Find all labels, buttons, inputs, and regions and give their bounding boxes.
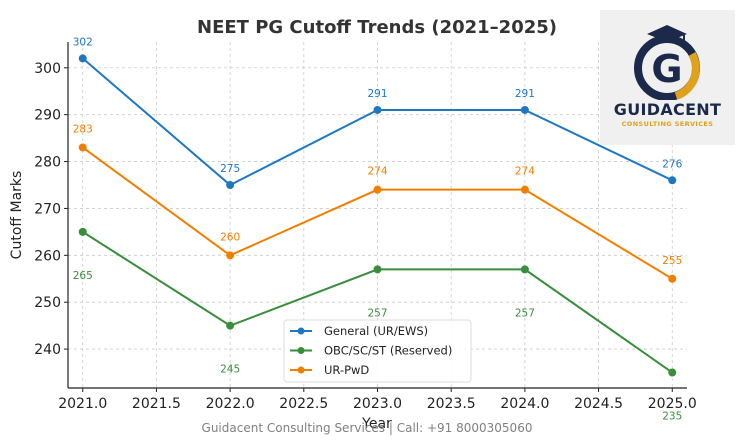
data-label: 257 bbox=[515, 307, 535, 319]
legend-box bbox=[283, 319, 472, 383]
legend-label: General (UR/EWS) bbox=[324, 324, 428, 338]
data-point bbox=[78, 143, 87, 152]
data-point bbox=[520, 265, 529, 274]
y-tick-label: 250 bbox=[34, 295, 61, 311]
data-label: 291 bbox=[367, 88, 387, 100]
y-axis-label: Cutoff Marks bbox=[9, 171, 25, 260]
x-tick-label: 2021.0 bbox=[58, 396, 107, 412]
data-point bbox=[520, 105, 529, 114]
legend-swatch-marker bbox=[297, 347, 305, 354]
logo-name: GUIDACENT bbox=[613, 100, 722, 119]
x-tick-label: 2023.5 bbox=[427, 396, 476, 412]
data-point bbox=[78, 227, 87, 236]
y-tick-label: 300 bbox=[34, 61, 61, 77]
y-tick-label: 270 bbox=[34, 201, 61, 217]
data-label: 235 bbox=[662, 411, 682, 423]
data-label: 302 bbox=[73, 36, 93, 48]
logo-tagline: CONSULTING SERVICES bbox=[621, 120, 714, 128]
data-point bbox=[373, 105, 382, 114]
footer-text: Guidacent Consulting Services | Call: +9… bbox=[201, 421, 533, 435]
data-label: 274 bbox=[515, 166, 535, 178]
tick-labels: 2021.0 2021.5 2022.0 2022.5 2023.0 2023.5 2024… bbox=[34, 61, 696, 412]
x-tick-label: 2021.5 bbox=[132, 396, 181, 412]
legend-swatch-marker bbox=[297, 327, 305, 335]
data-point bbox=[668, 176, 677, 185]
data-point bbox=[78, 54, 87, 63]
legend-label: OBC/SC/ST (Reserved) bbox=[324, 344, 452, 358]
y-tick-label: 290 bbox=[34, 108, 61, 124]
data-point bbox=[373, 185, 382, 194]
y-tick-label: 280 bbox=[34, 155, 61, 171]
data-point bbox=[226, 180, 235, 189]
data-point bbox=[226, 251, 235, 260]
data-label: 291 bbox=[515, 88, 535, 100]
data-label: 275 bbox=[220, 163, 240, 175]
legend-swatch-marker bbox=[297, 366, 305, 374]
data-label: 283 bbox=[73, 123, 93, 135]
data-label: 276 bbox=[662, 158, 682, 170]
y-tick-label: 260 bbox=[34, 248, 61, 264]
chart-title: NEET PG Cutoff Trends (2021–2025) bbox=[197, 17, 557, 38]
data-labels: 302 275 291 291 276 265 245 257 257 235 283 260 274 2… bbox=[73, 36, 683, 422]
data-label: 255 bbox=[662, 255, 682, 267]
x-axis-label: Year bbox=[361, 416, 392, 432]
logo-emblem-icon: G bbox=[634, 25, 700, 100]
data-point bbox=[520, 185, 529, 194]
x-tick-label: 2024.0 bbox=[500, 396, 549, 412]
y-tick-label: 240 bbox=[34, 342, 61, 358]
svg-text:G: G bbox=[651, 47, 682, 91]
x-tick-label: 2025.0 bbox=[648, 396, 697, 412]
axes bbox=[64, 42, 687, 392]
series-group bbox=[78, 54, 677, 377]
legend-label: UR-PwD bbox=[324, 363, 369, 377]
data-point bbox=[226, 321, 235, 330]
data-label: 274 bbox=[367, 166, 387, 178]
data-label: 260 bbox=[220, 231, 240, 243]
x-tick-label: 2024.5 bbox=[574, 396, 623, 412]
data-label: 257 bbox=[367, 307, 387, 319]
legend: General (UR/EWS) OBC/SC/ST (Reserved) UR-P… bbox=[283, 319, 472, 383]
data-point bbox=[668, 368, 677, 377]
x-tick-label: 2022.5 bbox=[279, 396, 328, 412]
data-label: 245 bbox=[220, 364, 240, 376]
data-label: 265 bbox=[73, 270, 93, 282]
x-tick-label: 2022.0 bbox=[206, 396, 255, 412]
x-tick-label: 2023.0 bbox=[353, 396, 402, 412]
data-point bbox=[373, 265, 382, 274]
guidacent-logo: G GUIDACENT CONSULTING SERVICES bbox=[600, 10, 735, 145]
data-point bbox=[668, 274, 677, 283]
